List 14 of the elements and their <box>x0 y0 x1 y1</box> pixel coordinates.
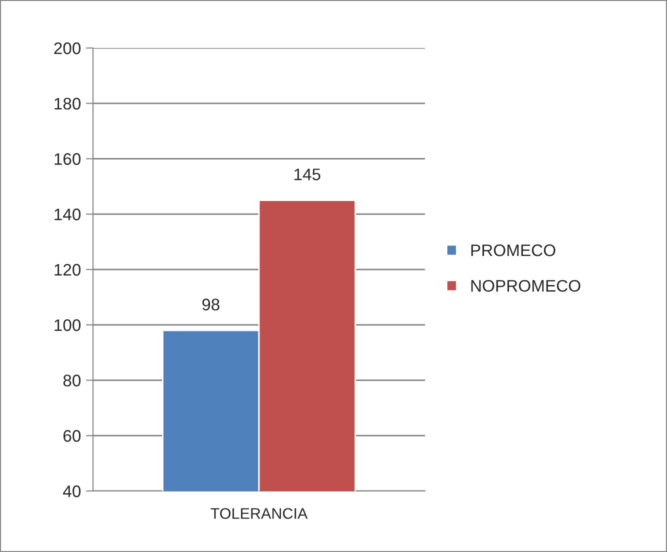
y-tick-label: 40 <box>63 485 81 498</box>
data-label: 98 <box>202 298 220 310</box>
y-tick-label: 100 <box>54 319 81 332</box>
y-tick-label: 120 <box>54 264 81 276</box>
y-tick-label: 140 <box>54 208 81 220</box>
y-tick-label: 160 <box>54 153 81 165</box>
y-tick-label: 180 <box>54 98 81 110</box>
y-tick-label: 200 <box>54 42 81 54</box>
legend-label: NOPROMECO <box>471 280 580 292</box>
legend-label: PROMECO <box>471 244 556 256</box>
y-tick-label: 80 <box>63 374 81 386</box>
x-tick-label: TOLERANCIA <box>210 508 308 519</box>
data-label: 145 <box>294 168 320 180</box>
y-tick-label: 60 <box>64 430 81 442</box>
